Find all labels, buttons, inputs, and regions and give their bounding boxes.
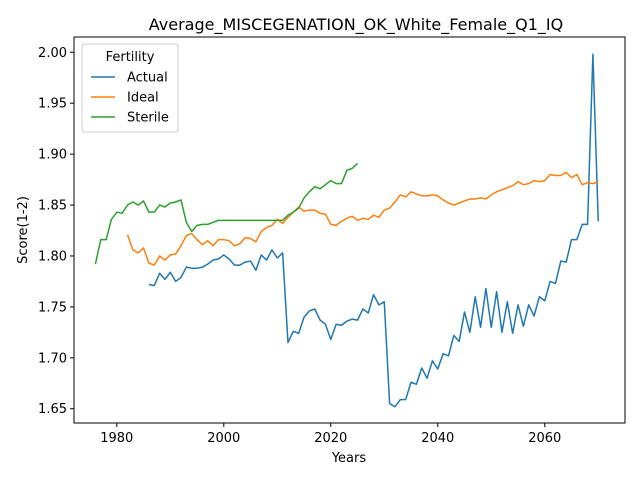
y-tick-label: 1.85 [38,199,67,214]
chart-title: Average_MISCEGENATION_OK_White_Female_Q1… [149,15,563,35]
y-tick-label: 1.65 [38,402,67,417]
x-tick-label: 2000 [207,431,240,446]
legend-title: Fertility [106,50,155,65]
y-tick-label: 1.70 [38,351,67,366]
y-tick-label: 1.75 [38,300,67,315]
x-tick-label: 2060 [528,431,561,446]
series-line-actual [148,53,599,408]
legend-box [81,43,179,133]
series-lines [94,53,599,408]
y-tick-label: 1.95 [38,97,67,112]
plot-area-frame [73,36,626,424]
y-axis-ticks: 1.65 1.70 1.75 1.80 1.85 1.90 1.95 2.00 [38,46,74,417]
x-axis-ticks: 1980 2000 2020 2040 2060 [100,423,561,446]
legend-label-ideal: Ideal [127,91,159,106]
x-axis-label: Years [331,451,367,466]
y-tick-label: 1.80 [38,249,67,264]
x-tick-label: 2040 [421,431,454,446]
legend-label-actual: Actual [127,71,168,86]
y-tick-label: 2.00 [38,46,67,61]
y-tick-label: 1.90 [38,148,67,163]
y-axis-label: Score(1-2) [16,196,31,264]
legend: Fertility Actual Ideal Sterile [81,43,179,133]
x-tick-label: 1980 [100,431,133,446]
series-line-sterile [94,162,359,265]
x-tick-label: 2020 [314,431,347,446]
legend-label-sterile: Sterile [127,111,169,126]
series-line-ideal [126,171,599,266]
